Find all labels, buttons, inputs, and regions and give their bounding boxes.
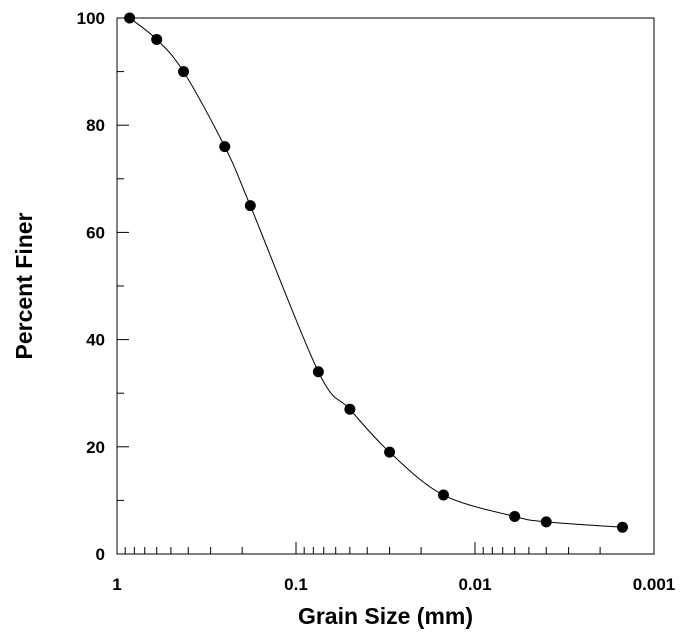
data-point	[219, 141, 231, 153]
axis-layer	[116, 17, 655, 555]
data-point	[344, 403, 356, 415]
x-tick-label: 0.01	[458, 575, 491, 594]
data-point	[151, 33, 163, 45]
point-layer	[124, 12, 628, 533]
gradation-curve	[129, 17, 623, 528]
y-axis-label: Percent Finer	[11, 212, 37, 359]
y-tick-label: 60	[86, 223, 105, 242]
y-tick-label: 100	[77, 9, 105, 28]
y-tick-label: 20	[86, 438, 105, 457]
x-tick-label: 1	[112, 575, 121, 594]
data-point	[540, 516, 552, 528]
y-tick-label: 40	[86, 331, 105, 350]
data-point	[616, 521, 628, 533]
data-point	[384, 446, 396, 458]
data-point	[178, 66, 190, 78]
x-tick-label: 0.001	[633, 575, 676, 594]
data-point	[312, 366, 324, 378]
y-tick-label: 80	[86, 116, 105, 135]
plot-frame	[116, 17, 655, 555]
x-tick-label: 0.1	[284, 575, 308, 594]
data-point	[244, 200, 256, 212]
x-axis-label: Grain Size (mm)	[298, 603, 473, 629]
x-ticks: 1 0.1 0.01 0.001	[112, 542, 675, 594]
data-point	[509, 510, 521, 522]
curve-layer	[129, 17, 623, 528]
data-point	[437, 489, 449, 501]
y-tick-label: 0	[96, 545, 105, 564]
y-ticks: 0 20 40 60 80 100	[77, 9, 129, 564]
